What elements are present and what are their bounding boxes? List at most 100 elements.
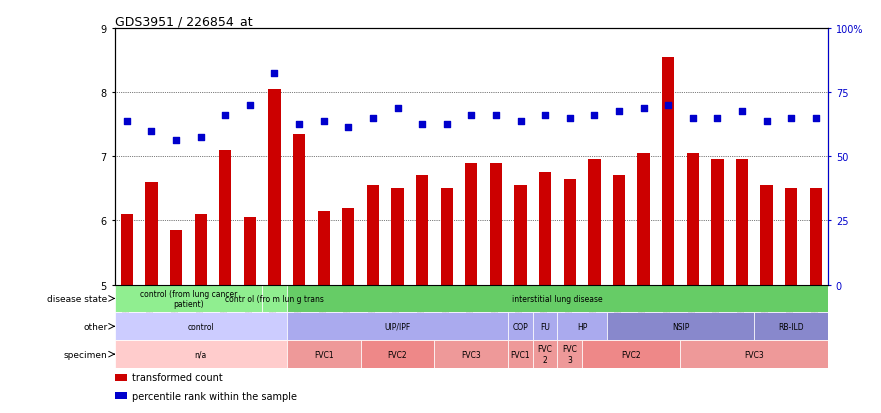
Point (366, 115, 380, 122)
FancyBboxPatch shape (115, 285, 263, 313)
Text: control: control (188, 322, 214, 331)
Point (194, 134, 208, 141)
Point (514, 119, 528, 125)
Text: FVC
3: FVC 3 (562, 344, 577, 364)
FancyBboxPatch shape (754, 313, 828, 340)
Point (685, 115, 700, 122)
Bar (115, 374, 128, 381)
Point (243, 102, 257, 109)
Point (440, 121, 454, 128)
FancyBboxPatch shape (287, 340, 360, 368)
Text: n/a: n/a (195, 350, 207, 359)
Bar (416, 176, 428, 285)
Bar (638, 154, 650, 285)
Bar (219, 150, 232, 285)
FancyBboxPatch shape (263, 285, 287, 313)
Bar (195, 214, 207, 285)
Point (390, 106, 404, 112)
Bar (391, 189, 403, 285)
Bar (564, 179, 576, 285)
Text: FVC
2: FVC 2 (537, 344, 552, 364)
FancyBboxPatch shape (115, 340, 287, 368)
Point (120, 119, 134, 125)
Bar (736, 160, 748, 285)
Bar (317, 211, 329, 285)
Text: FVC2: FVC2 (388, 350, 407, 359)
Text: FVC1: FVC1 (511, 350, 530, 359)
Bar (244, 218, 256, 285)
FancyBboxPatch shape (508, 340, 533, 368)
FancyBboxPatch shape (115, 313, 287, 340)
Point (538, 112, 552, 119)
Bar (440, 189, 453, 285)
Text: other: other (83, 322, 107, 331)
Point (710, 115, 724, 122)
Point (637, 106, 651, 112)
Text: interstitial lung disease: interstitial lung disease (512, 294, 603, 303)
Bar (613, 176, 626, 285)
Point (316, 119, 330, 125)
Bar (121, 214, 133, 285)
Point (489, 112, 503, 119)
Bar (115, 392, 128, 399)
Text: percentile rank within the sample: percentile rank within the sample (132, 391, 298, 401)
FancyBboxPatch shape (558, 313, 607, 340)
FancyBboxPatch shape (582, 340, 680, 368)
Bar (686, 154, 699, 285)
Text: HP: HP (577, 322, 588, 331)
Bar (145, 183, 158, 285)
Bar (662, 58, 674, 285)
FancyBboxPatch shape (607, 313, 754, 340)
Bar (366, 186, 379, 285)
Bar (342, 208, 354, 285)
Point (268, 70, 282, 77)
Text: FU: FU (540, 322, 550, 331)
Point (612, 109, 626, 115)
Bar (760, 186, 773, 285)
Text: control (from lung cancer
patient): control (from lung cancer patient) (140, 289, 237, 309)
FancyBboxPatch shape (508, 313, 533, 340)
Bar (810, 189, 822, 285)
Text: disease state: disease state (48, 294, 107, 303)
FancyBboxPatch shape (533, 313, 558, 340)
Point (144, 128, 159, 135)
Bar (785, 189, 797, 285)
Point (784, 115, 798, 122)
Point (588, 112, 602, 119)
Text: GDS3951 / 226854_at: GDS3951 / 226854_at (115, 15, 252, 28)
Text: transformed count: transformed count (132, 373, 223, 382)
Text: FVC1: FVC1 (314, 350, 334, 359)
Text: NSIP: NSIP (672, 322, 689, 331)
Point (415, 121, 429, 128)
Text: specimen: specimen (63, 350, 107, 359)
Bar (515, 186, 527, 285)
Text: FVC3: FVC3 (744, 350, 764, 359)
Bar (269, 90, 281, 285)
Point (735, 109, 749, 115)
Point (169, 138, 183, 144)
Text: RB-ILD: RB-ILD (779, 322, 804, 331)
Bar (465, 163, 478, 285)
Point (661, 102, 675, 109)
Text: contr ol (fro m lun g trans: contr ol (fro m lun g trans (225, 294, 324, 303)
Bar (539, 173, 552, 285)
Point (341, 125, 355, 131)
FancyBboxPatch shape (680, 340, 828, 368)
FancyBboxPatch shape (287, 285, 828, 313)
Text: UIP/IPF: UIP/IPF (384, 322, 411, 331)
Bar (292, 135, 305, 285)
Text: COP: COP (513, 322, 529, 331)
FancyBboxPatch shape (434, 340, 508, 368)
Text: FVC2: FVC2 (621, 350, 641, 359)
Point (809, 115, 823, 122)
Text: FVC3: FVC3 (462, 350, 481, 359)
Point (218, 112, 233, 119)
Point (563, 115, 577, 122)
Point (464, 112, 478, 119)
Point (759, 119, 774, 125)
Bar (170, 230, 182, 285)
FancyBboxPatch shape (287, 313, 508, 340)
Bar (490, 163, 502, 285)
Bar (711, 160, 723, 285)
FancyBboxPatch shape (360, 340, 434, 368)
